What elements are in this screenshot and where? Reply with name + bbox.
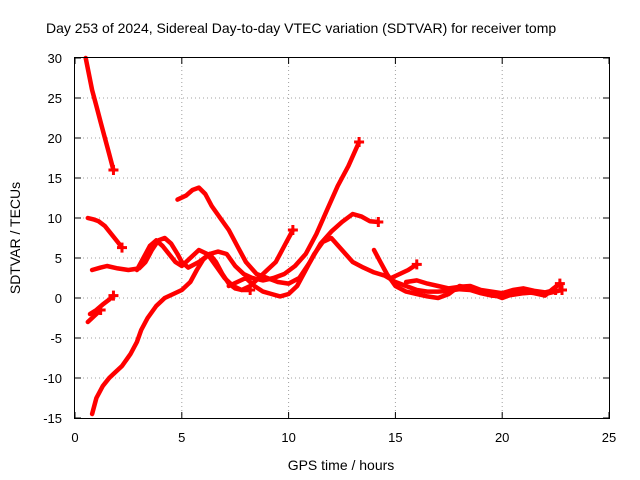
x-tick-label: 15 [388, 430, 402, 445]
series-line-trace-4 [85, 307, 103, 325]
y-tick-label: 30 [48, 51, 62, 66]
y-tick-label: 0 [55, 291, 62, 306]
x-tick-label: 5 [178, 430, 185, 445]
series-line-trace-7 [134, 227, 296, 293]
series-end-marker [95, 305, 106, 315]
series-end-marker [354, 137, 365, 147]
y-tick-label: 15 [48, 171, 62, 186]
x-axis-label: GPS time / hours [288, 457, 395, 473]
series-line-trace-8 [175, 185, 381, 286]
x-tick-label: 25 [602, 430, 616, 445]
series-line-trace-3 [87, 293, 116, 317]
y-tick-label: -15 [43, 411, 62, 426]
axis-ticks: 0 5 10 15 20 25 -15 -10 -5 0 5 10 15 20 25 30 [43, 51, 616, 445]
y-axis-label: SDTVAR / TECUs [7, 182, 23, 294]
series-end-marker [287, 225, 298, 235]
x-tick-label: 20 [495, 430, 509, 445]
series-line-trace-6 [89, 139, 362, 417]
series-end-marker [411, 259, 422, 270]
y-tick-label: 25 [48, 91, 62, 106]
series-end-marker [108, 290, 119, 301]
series-end-marker [373, 217, 384, 227]
y-tick-label: 10 [48, 211, 62, 226]
series-group [83, 55, 568, 417]
series-end-marker [108, 165, 119, 175]
y-tick-label: -10 [43, 371, 62, 386]
y-tick-label: -5 [50, 331, 62, 346]
series-line-trace-11 [388, 262, 420, 281]
series-end-marker [116, 242, 127, 253]
y-tick-label: 5 [55, 251, 62, 266]
series-line-trace-2 [85, 215, 125, 250]
series-end-marker [550, 285, 561, 295]
series-end-marker [554, 278, 565, 289]
chart-title: Day 253 of 2024, Sidereal Day-to-day VTE… [46, 20, 556, 36]
series-line-trace-12 [403, 278, 558, 296]
plot-frame [74, 57, 610, 419]
y-tick-label: 20 [48, 131, 62, 146]
grid-lines [75, 58, 609, 418]
x-tick-label: 10 [281, 430, 295, 445]
x-tick-label: 0 [71, 430, 78, 445]
series-line-trace-1 [83, 55, 116, 173]
